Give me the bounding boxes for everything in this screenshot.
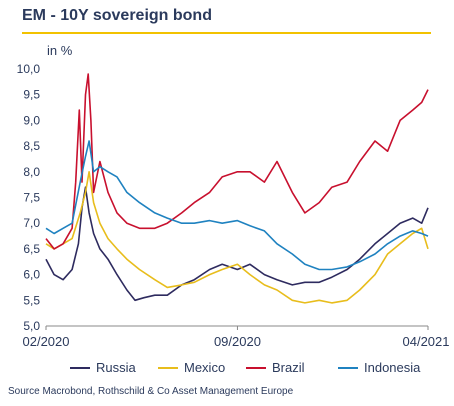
x-tick-label: 04/2021 (403, 334, 450, 349)
legend-item-brazil: Brazil (246, 360, 305, 375)
legend-item-mexico: Mexico (158, 360, 225, 375)
y-tick-label: 10,0 (17, 62, 41, 76)
legend-swatch (158, 366, 178, 369)
legend-label: Russia (96, 360, 136, 375)
series-line-brazil (45, 73, 429, 250)
series-line-mexico (45, 171, 429, 304)
chart-title: EM - 10Y sovereign bond (22, 7, 212, 24)
y-tick-label: 7,5 (23, 191, 40, 205)
y-tick-label: 5,5 (23, 293, 40, 307)
y-tick-label: 8,0 (23, 165, 40, 179)
legend-label: Indonesia (364, 360, 421, 375)
y-axis-ticks: 5,0 5,5 6,0 6,5 7,0 7,5 8,0 8,5 9,0 9,5 10,0 (17, 62, 41, 333)
source-note: Source Macrobond, Rothschild & Co Asset … (8, 386, 294, 397)
y-axis-unit-label: in % (47, 43, 73, 58)
legend-swatch (338, 366, 358, 369)
series-lines (45, 73, 429, 304)
x-axis-ticks: 02/2020 09/2020 04/2021 (23, 326, 450, 349)
y-tick-label: 9,5 (23, 88, 40, 102)
y-tick-label: 9,0 (23, 113, 40, 127)
y-tick-label: 5,0 (23, 319, 40, 333)
y-tick-label: 8,5 (23, 139, 40, 153)
y-tick-label: 7,0 (23, 216, 40, 230)
x-tick-label: 09/2020 (214, 334, 261, 349)
x-tick-label: 02/2020 (23, 334, 70, 349)
series-line-indonesia (45, 140, 429, 271)
legend-label: Mexico (184, 360, 226, 375)
series-line-russia (45, 186, 429, 302)
legend-label: Brazil (272, 360, 305, 375)
title-underline (22, 32, 431, 34)
legend-swatch (70, 366, 90, 369)
y-tick-label: 6,0 (23, 268, 40, 282)
legend-swatch (246, 366, 266, 369)
legend-item-russia: Russia (70, 360, 136, 375)
legend-item-indonesia: Indonesia (338, 360, 420, 375)
y-tick-label: 6,5 (23, 242, 40, 256)
